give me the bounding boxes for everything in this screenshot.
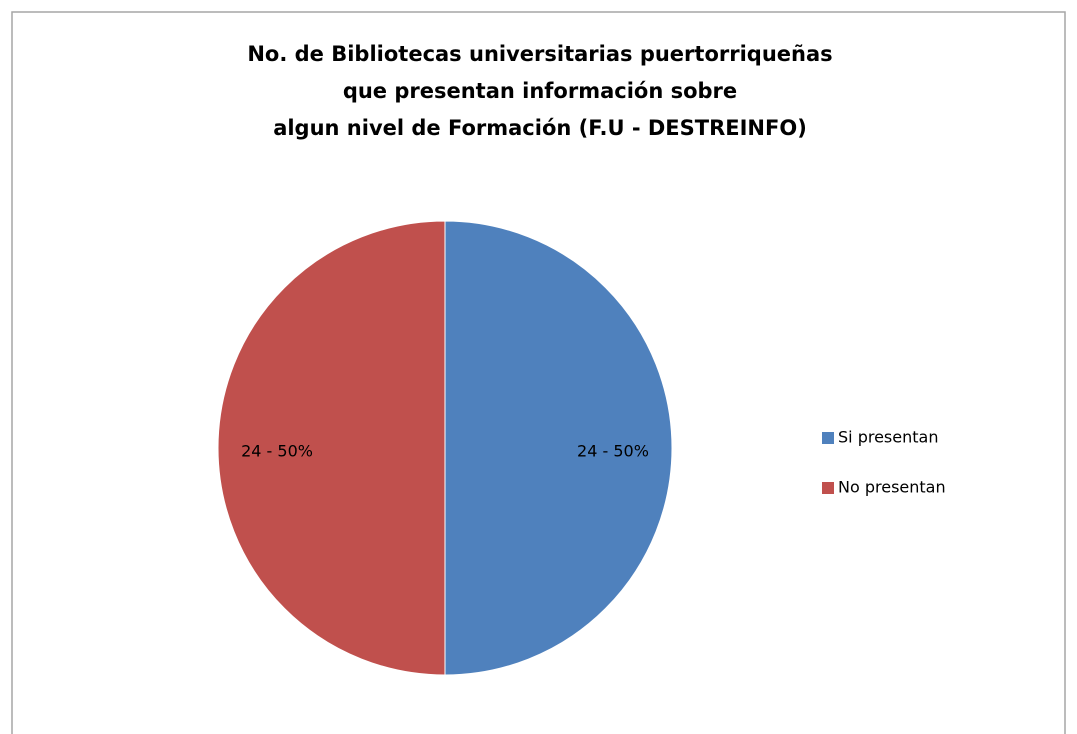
pie-slice <box>217 220 446 676</box>
chart-title: No. de Bibliotecas universitarias puerto… <box>247 42 832 66</box>
chart-title: que presentan información sobre <box>343 79 737 103</box>
legend-label: Si presentan <box>838 428 938 447</box>
chart-title: algun nivel de Formación (F.U - DESTREIN… <box>273 116 807 140</box>
pie-slice <box>444 220 673 676</box>
legend-swatch <box>822 482 834 494</box>
data-label: 24 - 50% <box>577 442 649 461</box>
legend-swatch <box>822 432 834 444</box>
data-label: 24 - 50% <box>241 442 313 461</box>
legend-label: No presentan <box>838 478 946 497</box>
